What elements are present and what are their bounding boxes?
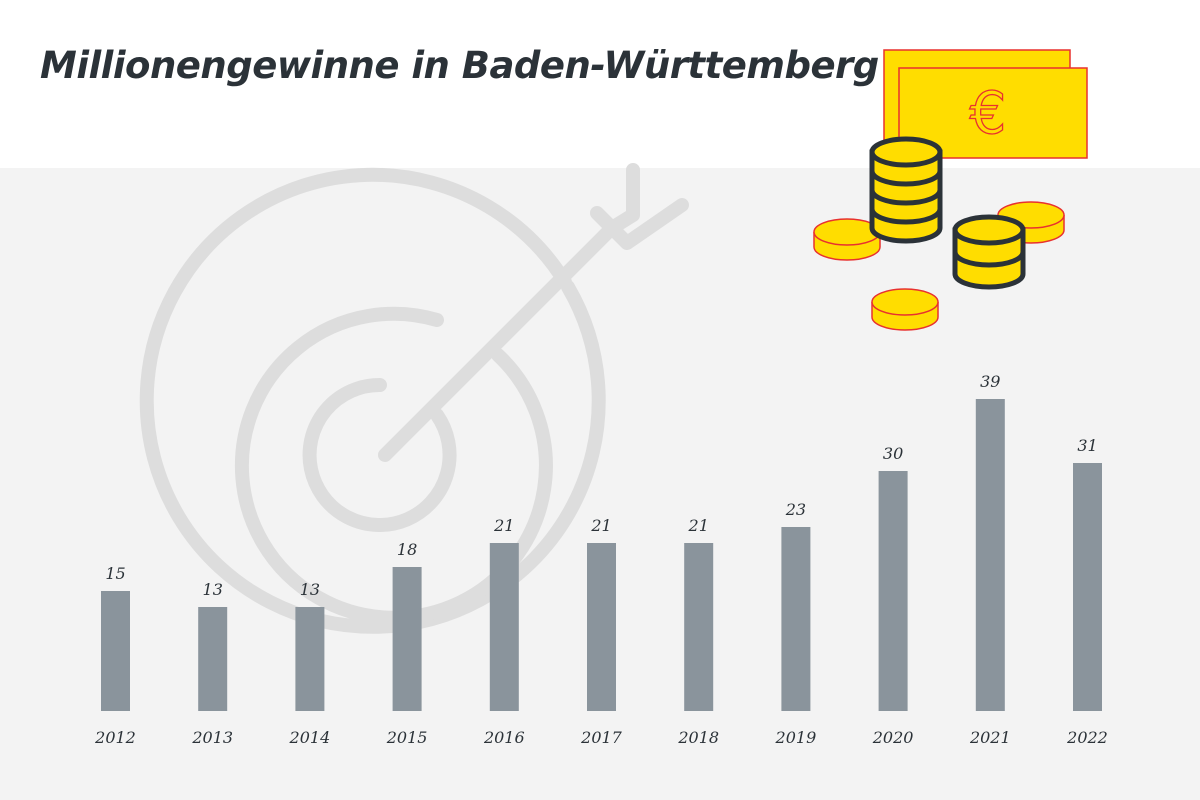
- data-label-2021: 39: [980, 372, 1000, 391]
- data-label-2019: 23: [785, 500, 806, 519]
- data-label-2013: 13: [203, 580, 223, 599]
- bar-2021: [975, 399, 1005, 711]
- x-tick-label-2019: 2019: [775, 728, 817, 747]
- page-title: Millionengewinne in Baden-Württemberg: [40, 44, 879, 87]
- x-tick-label-2013: 2013: [191, 728, 233, 747]
- data-label-2016: 21: [493, 516, 514, 535]
- x-tick-label-2012: 2012: [94, 728, 136, 747]
- data-label-2022: 31: [1077, 436, 1097, 455]
- bar-2015: [392, 567, 422, 711]
- bar-2017: [587, 543, 616, 711]
- bar-2022: [1073, 463, 1102, 711]
- bar-2013: [198, 607, 228, 711]
- coin-stack-short: [952, 214, 1026, 290]
- x-tick-label-2014: 2014: [289, 728, 331, 747]
- bar-2016: [489, 543, 519, 711]
- x-tick-label-2021: 2021: [969, 728, 1011, 747]
- euro-icon: €: [970, 79, 1007, 147]
- bar-2014: [295, 607, 325, 711]
- x-tick-label-2018: 2018: [677, 728, 719, 747]
- data-label-2012: 15: [105, 564, 125, 583]
- x-tick-label-2017: 2017: [580, 728, 623, 747]
- data-label-2014: 13: [300, 580, 320, 599]
- x-tick-label-2015: 2015: [386, 728, 428, 747]
- data-label-2017: 21: [590, 516, 611, 535]
- data-label-2015: 18: [397, 540, 417, 559]
- bar-2012: [101, 591, 130, 711]
- data-label-2018: 21: [688, 516, 709, 535]
- bar-2019: [781, 527, 811, 711]
- x-tick-label-2016: 2016: [483, 728, 525, 747]
- bar-2018: [684, 543, 714, 711]
- x-tick-label-2022: 2022: [1066, 728, 1108, 747]
- x-tick-label-2020: 2020: [872, 728, 914, 747]
- coin-stack-tall: [869, 136, 943, 244]
- bar-2020: [878, 471, 908, 711]
- data-label-2020: 30: [883, 444, 903, 463]
